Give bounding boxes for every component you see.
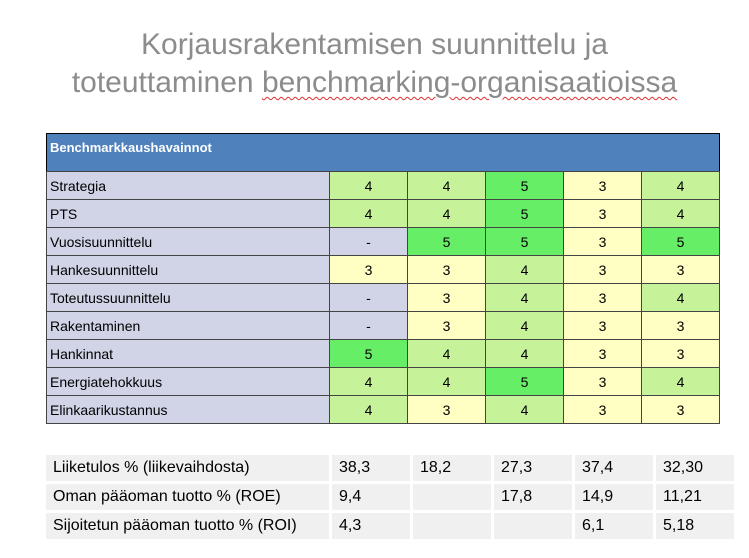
financial-row: Sijoitetun pääoman tuotto % (ROI) 4,3 6,1 5… xyxy=(46,513,734,539)
benchmark-score-cell: 4 xyxy=(485,283,564,312)
benchmark-score-cell: 4 xyxy=(641,283,720,312)
financial-row-label: Sijoitetun pääoman tuotto % (ROI) xyxy=(46,513,332,539)
title-line-2-plain: toteuttaminen xyxy=(71,66,262,99)
benchmark-score-cell: 5 xyxy=(641,227,720,256)
benchmark-score-cell: 3 xyxy=(641,311,720,340)
financial-row-label: Oman pääoman tuotto % (ROE) xyxy=(46,484,332,510)
financial-value-cell: 11,21 xyxy=(656,484,734,510)
financial-row: Liiketulos % (liikevaihdosta) 38,3 18,2 27,… xyxy=(46,455,734,481)
benchmark-row: Hankinnat 5 4 4 3 3 xyxy=(46,339,720,368)
benchmark-row-label: Hankinnat xyxy=(46,339,330,368)
benchmark-row-label: Energiatehokkuus xyxy=(46,367,330,396)
benchmark-score-cell: 4 xyxy=(641,171,720,200)
benchmark-header-row: Benchmarkkaushavainnot xyxy=(46,133,720,172)
benchmark-row: Rakentaminen -3 4 3 3 xyxy=(46,311,720,340)
financial-value-cell: 6,1 xyxy=(575,513,656,539)
benchmark-score-cell: 4 xyxy=(485,339,564,368)
benchmark-row: Toteutussuunnittelu -3 4 3 4 xyxy=(46,283,720,312)
financial-value-cell: 9,4 xyxy=(332,484,413,510)
benchmark-score-cell: 4 xyxy=(641,199,720,228)
benchmark-row-label: Toteutussuunnittelu xyxy=(46,283,330,312)
benchmark-score-cell: 5 xyxy=(485,367,564,396)
benchmark-row: Elinkaarikustannus 4 3 4 3 3 xyxy=(46,395,720,424)
benchmark-score-cell: 5 xyxy=(485,199,564,228)
benchmark-score-cell: 4 xyxy=(485,395,564,424)
financial-value-cell xyxy=(413,513,494,539)
benchmark-score-cell: 5 xyxy=(485,227,564,256)
benchmark-score-cell: 3 xyxy=(407,255,486,284)
benchmark-score-cell: 3 xyxy=(641,395,720,424)
benchmark-score-cell: 3 xyxy=(563,171,642,200)
benchmark-score-cell: 4 xyxy=(407,367,486,396)
benchmark-score-cell: 4 xyxy=(485,311,564,340)
benchmark-row-label: Strategia xyxy=(46,171,330,200)
benchmark-score-cell: 3 xyxy=(641,339,720,368)
benchmark-score-cell: 4 xyxy=(407,339,486,368)
financial-value-cell: 14,9 xyxy=(575,484,656,510)
benchmark-row-label: Hankesuunnittelu xyxy=(46,255,330,284)
title-line-2-underlined: benchmarking-organisaatioissa xyxy=(261,66,678,99)
title-line-1: Korjausrakentamisen suunnittelu ja xyxy=(141,28,608,61)
benchmark-row-label: Elinkaarikustannus xyxy=(46,395,330,424)
financial-value-cell xyxy=(494,513,575,539)
benchmark-score-cell: - xyxy=(329,283,408,312)
benchmark-table: Benchmarkkaushavainnot Strategia 4 4 5 3 4 PTS… xyxy=(46,133,720,424)
benchmark-score-cell: 3 xyxy=(329,255,408,284)
benchmark-score-cell: 3 xyxy=(563,255,642,284)
benchmark-score-cell: 3 xyxy=(641,255,720,284)
benchmark-score-cell: 3 xyxy=(407,395,486,424)
benchmark-score-cell: 5 xyxy=(485,171,564,200)
benchmark-score-cell: 4 xyxy=(329,367,408,396)
benchmark-score-cell: 4 xyxy=(329,199,408,228)
benchmark-score-cell: 3 xyxy=(407,311,486,340)
financial-value-cell: 5,18 xyxy=(656,513,734,539)
benchmark-score-cell: 3 xyxy=(563,199,642,228)
financial-value-cell: 17,8 xyxy=(494,484,575,510)
benchmark-score-cell: 4 xyxy=(485,255,564,284)
financial-value-cell: 27,3 xyxy=(494,455,575,481)
benchmark-row: Hankesuunnittelu 3 3 4 3 3 xyxy=(46,255,720,284)
benchmark-score-cell: 5 xyxy=(407,227,486,256)
benchmark-row: Vuosisuunnittelu -5 5 3 5 xyxy=(46,227,720,256)
benchmark-row: PTS 4 4 5 3 4 xyxy=(46,199,720,228)
benchmark-row: Energiatehokkuus 4 4 5 3 4 xyxy=(46,367,720,396)
financials-table: Liiketulos % (liikevaihdosta) 38,3 18,2 27,… xyxy=(46,452,734,542)
financial-value-cell: 32,30 xyxy=(656,455,734,481)
benchmark-header: Benchmarkkaushavainnot xyxy=(46,133,720,172)
benchmark-score-cell: 3 xyxy=(563,227,642,256)
benchmark-score-cell: 4 xyxy=(407,199,486,228)
financial-row-label: Liiketulos % (liikevaihdosta) xyxy=(46,455,332,481)
benchmark-score-cell: - xyxy=(329,311,408,340)
title-line-2: toteuttaminen benchmarking-organisaatioi… xyxy=(0,64,749,102)
benchmark-score-cell: 3 xyxy=(407,283,486,312)
benchmark-score-cell: 3 xyxy=(563,311,642,340)
benchmark-row-label: PTS xyxy=(46,199,330,228)
benchmark-score-cell: - xyxy=(329,227,408,256)
financial-value-cell: 18,2 xyxy=(413,455,494,481)
benchmark-row-label: Rakentaminen xyxy=(46,311,330,340)
benchmark-score-cell: 3 xyxy=(563,339,642,368)
benchmark-score-cell: 4 xyxy=(407,171,486,200)
page-title: Korjausrakentamisen suunnittelu ja toteu… xyxy=(0,26,749,102)
benchmark-score-cell: 4 xyxy=(329,395,408,424)
financial-value-cell: 4,3 xyxy=(332,513,413,539)
benchmark-score-cell: 3 xyxy=(563,395,642,424)
financial-row: Oman pääoman tuotto % (ROE) 9,4 17,8 14,9 11… xyxy=(46,484,734,510)
benchmark-score-cell: 4 xyxy=(329,171,408,200)
financial-value-cell xyxy=(413,484,494,510)
benchmark-score-cell: 3 xyxy=(563,367,642,396)
benchmark-row-label: Vuosisuunnittelu xyxy=(46,227,330,256)
benchmark-score-cell: 3 xyxy=(563,283,642,312)
financial-value-cell: 37,4 xyxy=(575,455,656,481)
benchmark-score-cell: 4 xyxy=(641,367,720,396)
benchmark-row: Strategia 4 4 5 3 4 xyxy=(46,171,720,200)
financial-value-cell: 38,3 xyxy=(332,455,413,481)
benchmark-score-cell: 5 xyxy=(329,339,408,368)
